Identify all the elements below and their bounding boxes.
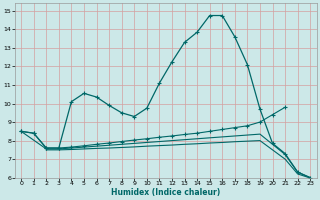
X-axis label: Humidex (Indice chaleur): Humidex (Indice chaleur) xyxy=(111,188,220,197)
